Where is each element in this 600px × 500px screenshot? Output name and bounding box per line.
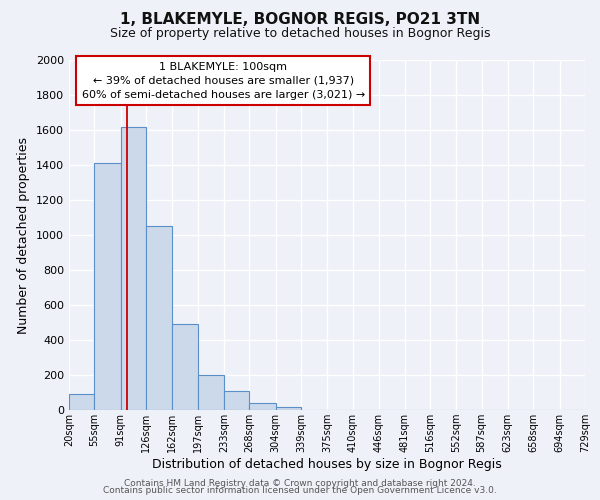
Text: 1, BLAKEMYLE, BOGNOR REGIS, PO21 3TN: 1, BLAKEMYLE, BOGNOR REGIS, PO21 3TN bbox=[120, 12, 480, 28]
Text: Contains public sector information licensed under the Open Government Licence v3: Contains public sector information licen… bbox=[103, 486, 497, 495]
Y-axis label: Number of detached properties: Number of detached properties bbox=[17, 136, 31, 334]
Bar bbox=[146, 226, 172, 410]
Text: Contains HM Land Registry data © Crown copyright and database right 2024.: Contains HM Land Registry data © Crown c… bbox=[124, 478, 476, 488]
Bar bbox=[224, 391, 250, 410]
X-axis label: Distribution of detached houses by size in Bognor Regis: Distribution of detached houses by size … bbox=[152, 458, 502, 471]
Bar bbox=[198, 375, 224, 410]
Bar bbox=[250, 403, 275, 410]
Text: Size of property relative to detached houses in Bognor Regis: Size of property relative to detached ho… bbox=[110, 28, 490, 40]
Text: 1 BLAKEMYLE: 100sqm
← 39% of detached houses are smaller (1,937)
60% of semi-det: 1 BLAKEMYLE: 100sqm ← 39% of detached ho… bbox=[82, 62, 365, 100]
Bar bbox=[121, 126, 146, 410]
Bar bbox=[69, 394, 94, 410]
Bar bbox=[275, 406, 301, 410]
Bar bbox=[172, 324, 198, 410]
Bar bbox=[94, 163, 121, 410]
